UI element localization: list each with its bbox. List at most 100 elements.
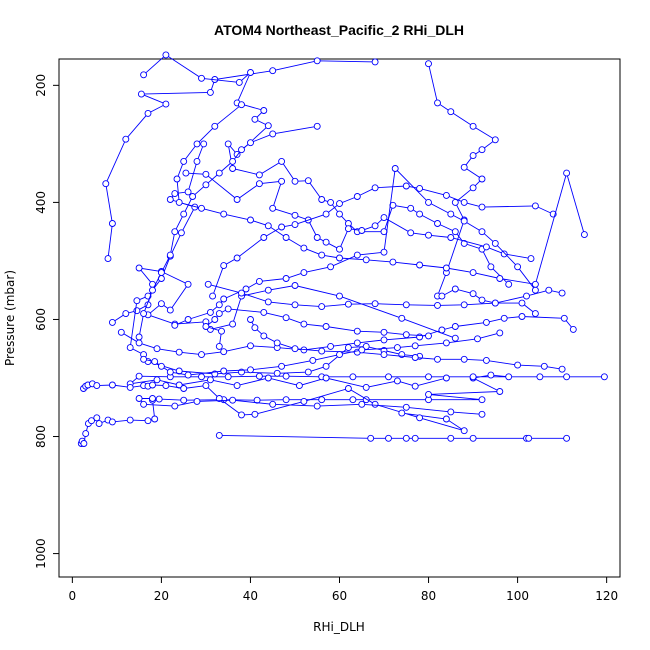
data-point (278, 177, 286, 185)
data-point (151, 415, 159, 423)
data-point (478, 396, 486, 404)
data-point (229, 165, 237, 172)
data-point (358, 346, 366, 354)
data-point (425, 60, 432, 68)
data-point (220, 210, 228, 218)
data-point (202, 181, 210, 189)
data-point (416, 261, 424, 269)
data-point (162, 100, 170, 108)
data-point (434, 355, 441, 363)
data-point (140, 355, 148, 363)
data-point (322, 238, 330, 246)
data-point (460, 239, 468, 247)
data-point (193, 397, 201, 405)
data-point (108, 220, 116, 227)
data-point (264, 298, 272, 306)
data-point (523, 292, 530, 300)
data-point (95, 420, 103, 428)
data-point (273, 339, 281, 347)
data-point (487, 371, 495, 379)
data-point (411, 354, 419, 361)
x-axis: 0 20 40 60 80 100 120 (69, 577, 618, 603)
data-point (434, 220, 441, 227)
data-point (442, 415, 450, 423)
data-point (336, 210, 343, 218)
data-point (238, 411, 245, 419)
data-point (153, 345, 161, 353)
series-2 (80, 380, 468, 435)
data-point (313, 234, 321, 241)
data-point (460, 301, 468, 309)
data-point (451, 228, 459, 236)
y-tick-label: 400 (34, 191, 48, 214)
data-point (133, 297, 141, 305)
data-point (411, 382, 419, 390)
data-point (233, 196, 241, 203)
data-point (206, 376, 214, 384)
data-point (202, 323, 210, 330)
data-point (349, 396, 357, 404)
data-point (313, 57, 321, 65)
data-point (247, 342, 254, 350)
data-point (402, 182, 410, 190)
data-point (122, 135, 130, 143)
data-point (398, 409, 406, 417)
data-point (211, 122, 219, 130)
data-point (184, 371, 192, 379)
data-point (545, 286, 553, 294)
data-point (478, 146, 486, 154)
data-point (198, 351, 205, 359)
data-point (238, 289, 245, 297)
data-point (108, 381, 116, 389)
data-point (269, 130, 277, 138)
data-point (505, 280, 513, 288)
data-point (184, 316, 192, 323)
data-point (255, 277, 263, 285)
data-point (478, 175, 486, 183)
data-point (531, 280, 539, 288)
data-point (318, 396, 326, 404)
data-point (434, 99, 441, 107)
data-point (300, 320, 308, 328)
data-point (295, 382, 303, 390)
y-axis: 200 400 600 800 1000 (34, 74, 59, 569)
data-point (563, 434, 571, 442)
data-point (153, 376, 161, 384)
data-point (155, 395, 163, 403)
data-point (278, 362, 286, 370)
data-point (460, 355, 468, 363)
data-point (380, 214, 388, 222)
data-point (336, 200, 343, 208)
data-point (135, 264, 143, 272)
data-point (442, 374, 450, 382)
data-point (478, 228, 486, 236)
series-6 (140, 51, 513, 288)
data-point (407, 229, 415, 237)
series-14 (135, 395, 486, 418)
data-point (162, 51, 170, 59)
data-point (260, 234, 268, 241)
series-13 (171, 165, 539, 329)
data-point (318, 196, 326, 203)
data-point (402, 301, 410, 309)
data-point (560, 314, 568, 322)
data-point (166, 368, 174, 376)
series-1 (77, 371, 608, 447)
data-point (505, 373, 513, 381)
data-point (389, 258, 397, 266)
data-point (442, 339, 450, 347)
data-point (171, 321, 179, 329)
data-point (224, 305, 232, 313)
data-point (135, 333, 143, 341)
data-point (327, 263, 335, 271)
y-axis-label: Pressure (mbar) (3, 270, 17, 366)
data-point (82, 430, 90, 438)
data-point (496, 275, 504, 282)
data-point (300, 269, 308, 277)
data-point (371, 400, 379, 408)
data-point (235, 78, 243, 86)
data-point (215, 395, 223, 402)
y-tick-label: 800 (34, 425, 48, 448)
series-15 (140, 329, 504, 379)
data-point (434, 301, 441, 309)
